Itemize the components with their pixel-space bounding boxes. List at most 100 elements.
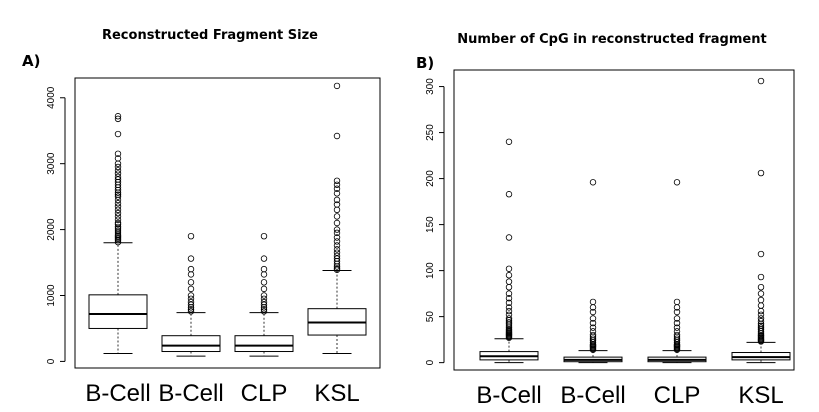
box-4 xyxy=(731,77,791,364)
box-4 xyxy=(307,82,367,354)
outlier-point xyxy=(505,138,513,145)
outlier-point xyxy=(673,315,681,322)
panel-b-title: Number of CpG in reconstructed fragment xyxy=(457,32,766,47)
box-2 xyxy=(563,179,623,364)
outlier-point xyxy=(114,209,122,217)
outlier-point xyxy=(260,298,268,306)
y-tick-label: 4000 xyxy=(46,86,57,109)
outlier-point xyxy=(333,246,341,253)
outlier-point xyxy=(187,285,195,293)
outlier-point xyxy=(114,191,122,198)
outlier-point xyxy=(757,318,765,325)
outlier-point xyxy=(333,177,341,185)
outlier-point xyxy=(260,308,268,315)
y-tick-label: 2000 xyxy=(46,218,57,241)
panel-a-y-axis: 0 1000 2000 3000 4000 xyxy=(46,86,66,364)
outlier-point xyxy=(589,298,597,306)
outlier-point xyxy=(673,298,681,306)
box-2 xyxy=(161,232,221,357)
outlier-point xyxy=(333,196,341,204)
outlier-point xyxy=(333,265,341,272)
outlier-point xyxy=(260,295,268,302)
outlier-point xyxy=(114,227,122,235)
outlier-point xyxy=(114,155,122,162)
outlier-point xyxy=(505,272,513,279)
y-tick-label: 0 xyxy=(425,359,436,365)
outlier-point xyxy=(114,167,122,174)
outlier-point xyxy=(187,265,195,273)
panel-b-plot-frame xyxy=(453,69,795,371)
outlier-point xyxy=(505,299,513,307)
outlier-point xyxy=(505,265,513,272)
panel-a-plot-frame xyxy=(74,77,381,369)
outlier-point xyxy=(114,115,122,123)
outlier-point xyxy=(114,173,122,181)
outlier-point xyxy=(673,335,681,342)
outlier-point xyxy=(333,82,341,90)
outlier-point xyxy=(505,278,513,285)
outlier-point xyxy=(333,213,341,220)
outlier-point xyxy=(333,132,341,140)
outlier-point xyxy=(505,290,513,297)
outlier-point xyxy=(187,298,195,306)
outlier-point xyxy=(333,185,341,192)
outlier-point xyxy=(589,319,597,327)
outlier-point xyxy=(589,315,597,322)
outlier-point xyxy=(333,249,341,256)
outlier-point xyxy=(673,331,681,339)
outlier-point xyxy=(260,285,268,293)
outlier-point xyxy=(333,234,341,241)
y-tick-label: 0 xyxy=(46,358,57,364)
outlier-point xyxy=(757,296,765,304)
outlier-point xyxy=(505,304,513,311)
outlier-point xyxy=(187,295,195,302)
panel-a-title: Reconstructed Fragment Size xyxy=(102,28,318,43)
outlier-point xyxy=(505,318,513,326)
panel-b-label: B) xyxy=(416,54,434,72)
outlier-point xyxy=(187,271,195,278)
x-tick-label: B-Cell xyxy=(560,382,625,409)
outlier-point xyxy=(187,306,195,313)
panel-b-cpg-count: B) Number of CpG in reconstructed fragme… xyxy=(416,32,795,409)
outlier-point xyxy=(589,331,597,339)
y-tick-label: 50 xyxy=(425,311,436,323)
outlier-point xyxy=(333,190,341,197)
outlier-point xyxy=(505,191,513,198)
outlier-point xyxy=(260,306,268,313)
outlier-point xyxy=(260,255,268,262)
outlier-point xyxy=(333,229,341,237)
outlier-point xyxy=(757,322,765,330)
panel-b-boxes xyxy=(479,77,791,364)
outlier-point xyxy=(260,232,268,240)
iqr-box xyxy=(234,335,294,353)
outlier-point xyxy=(114,130,122,138)
y-tick-label: 250 xyxy=(425,124,436,141)
x-tick-label: CLP xyxy=(654,382,701,409)
box-1 xyxy=(479,138,539,364)
outlier-point xyxy=(757,169,765,177)
outlier-point xyxy=(114,150,122,157)
outlier-point xyxy=(757,302,765,309)
outlier-point xyxy=(187,279,195,286)
outlier-point xyxy=(114,170,122,177)
x-tick-label: B-Cell xyxy=(85,380,150,407)
outlier-point xyxy=(114,196,122,204)
outlier-point xyxy=(673,308,681,316)
outlier-point xyxy=(589,328,597,335)
outlier-point xyxy=(673,319,681,327)
outlier-point xyxy=(333,242,341,249)
outlier-point xyxy=(589,308,597,316)
panel-a-fragment-size: A) Reconstructed Fragment Size 0 1000 2000… xyxy=(22,28,381,407)
outlier-point xyxy=(589,324,597,331)
outlier-point xyxy=(505,311,513,318)
outlier-point xyxy=(333,201,341,208)
panel-a-label: A) xyxy=(22,52,40,70)
outlier-point xyxy=(757,290,765,297)
outlier-point xyxy=(757,307,765,315)
outlier-point xyxy=(187,232,195,240)
outlier-point xyxy=(187,255,195,262)
outlier-point xyxy=(757,324,765,331)
y-tick-label: 150 xyxy=(425,216,436,233)
y-tick-label: 3000 xyxy=(46,152,57,175)
